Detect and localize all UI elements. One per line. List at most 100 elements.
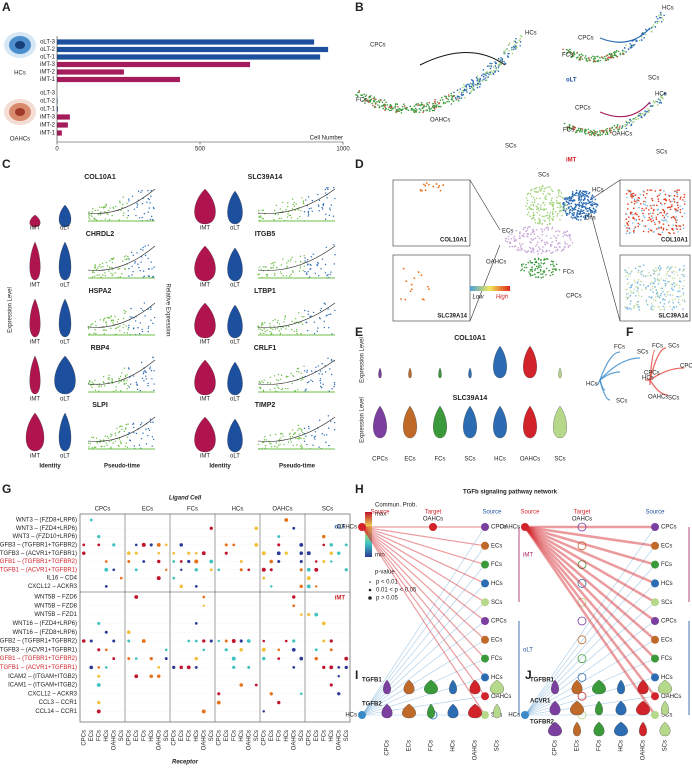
cell-dot xyxy=(658,227,661,229)
cell-dot xyxy=(628,216,630,218)
cell-dot xyxy=(106,316,108,319)
cell-dot xyxy=(542,270,545,272)
cell-dot xyxy=(269,323,271,325)
cell-dot xyxy=(660,102,663,104)
cell-dot xyxy=(660,211,662,214)
condition-label: oLT xyxy=(566,78,577,84)
cell-dot xyxy=(428,101,431,104)
target-node xyxy=(577,560,587,569)
cell-dot xyxy=(100,211,102,213)
cell-dot xyxy=(644,111,647,114)
cell-dot xyxy=(636,115,639,118)
cell-dot xyxy=(122,203,124,206)
cell-dot xyxy=(119,200,121,202)
cell-dot xyxy=(107,317,110,319)
cell-dot xyxy=(671,299,674,301)
cell-dot xyxy=(531,201,534,204)
cell-dot xyxy=(532,247,534,249)
cell-dot xyxy=(151,378,153,380)
cell-dot xyxy=(145,375,147,377)
cell-dot xyxy=(260,216,262,219)
gene-label: TGFB2 xyxy=(362,702,382,708)
cell-dot xyxy=(517,247,520,249)
cell-dot xyxy=(606,133,609,136)
cell-dot xyxy=(595,211,597,213)
cell-dot xyxy=(684,200,686,203)
cell-dot xyxy=(439,105,442,108)
cell-dot xyxy=(627,220,630,223)
cell-dot xyxy=(683,299,686,301)
cell-dot xyxy=(591,210,594,213)
cell-dot xyxy=(96,442,98,444)
cell-dot xyxy=(616,125,618,128)
cell-dot xyxy=(294,261,297,263)
prob-dot xyxy=(322,639,326,643)
cell-dot xyxy=(444,95,446,97)
cell-dot xyxy=(562,209,565,212)
prob-dot xyxy=(306,584,311,589)
cell-dot xyxy=(306,329,309,332)
cell-dot xyxy=(596,204,599,207)
cell-dot xyxy=(568,213,570,215)
cell-dot xyxy=(487,76,490,78)
cell-dot xyxy=(99,263,101,266)
cell-label: ECs xyxy=(404,457,415,463)
cell-dot xyxy=(150,308,152,311)
cell-dot xyxy=(667,301,670,304)
cell-dot xyxy=(542,276,544,278)
cell-dot xyxy=(150,369,153,372)
cell-dot xyxy=(627,282,630,284)
prob-dot xyxy=(112,543,116,547)
node-label: HCs xyxy=(491,581,503,587)
cell-dot xyxy=(650,220,653,223)
cell-dot xyxy=(482,73,485,75)
cell-dot xyxy=(486,65,489,68)
cell-dot xyxy=(641,207,644,210)
cell-dot xyxy=(553,268,556,270)
cell-dot xyxy=(387,108,390,111)
receptor-label: SCs xyxy=(254,730,260,741)
cell-dot xyxy=(103,385,106,387)
cell-dot xyxy=(104,272,106,274)
cell-dot xyxy=(121,425,123,428)
cell-dot xyxy=(98,386,100,388)
prob-dot xyxy=(112,639,116,643)
cell-dot xyxy=(298,322,300,324)
cell-dot xyxy=(276,321,279,324)
x-axis-label: Pseudo-time xyxy=(279,464,316,470)
cell-dot xyxy=(578,203,580,206)
receptor-label: FCs xyxy=(141,730,147,741)
cell-dot xyxy=(299,265,302,267)
group-label: oLT xyxy=(230,397,240,403)
cell-dot xyxy=(313,321,316,323)
source-node xyxy=(651,598,659,607)
cell-dot xyxy=(485,74,487,77)
cell-dot xyxy=(274,261,276,263)
cell-dot xyxy=(641,270,644,272)
cell-dot xyxy=(584,218,586,221)
cell-dot xyxy=(146,201,148,203)
cell-dot xyxy=(675,190,678,193)
cell-dot xyxy=(610,129,612,132)
cell-label: ECs xyxy=(407,740,413,751)
cell-dot xyxy=(390,109,393,112)
axis-title: Receptor xyxy=(172,760,199,766)
cell-dot xyxy=(652,219,655,222)
cell-dot xyxy=(559,195,562,198)
cell-dot xyxy=(147,382,149,385)
cell-dot xyxy=(636,282,639,284)
cell-dot xyxy=(667,215,669,218)
cluster-label: FCs xyxy=(563,270,574,276)
cell-dot xyxy=(537,271,540,274)
cell-dot xyxy=(92,323,94,325)
cell-dot xyxy=(658,14,660,17)
cell-dot xyxy=(472,85,475,87)
prob-dot xyxy=(344,543,348,547)
node-label: HCs xyxy=(586,382,598,388)
cell-dot xyxy=(541,223,543,225)
cell-dot xyxy=(654,190,657,192)
cell-dot xyxy=(633,304,636,307)
prob-dot xyxy=(247,665,251,669)
cell-dot xyxy=(521,265,523,267)
cell-dot xyxy=(682,294,685,296)
